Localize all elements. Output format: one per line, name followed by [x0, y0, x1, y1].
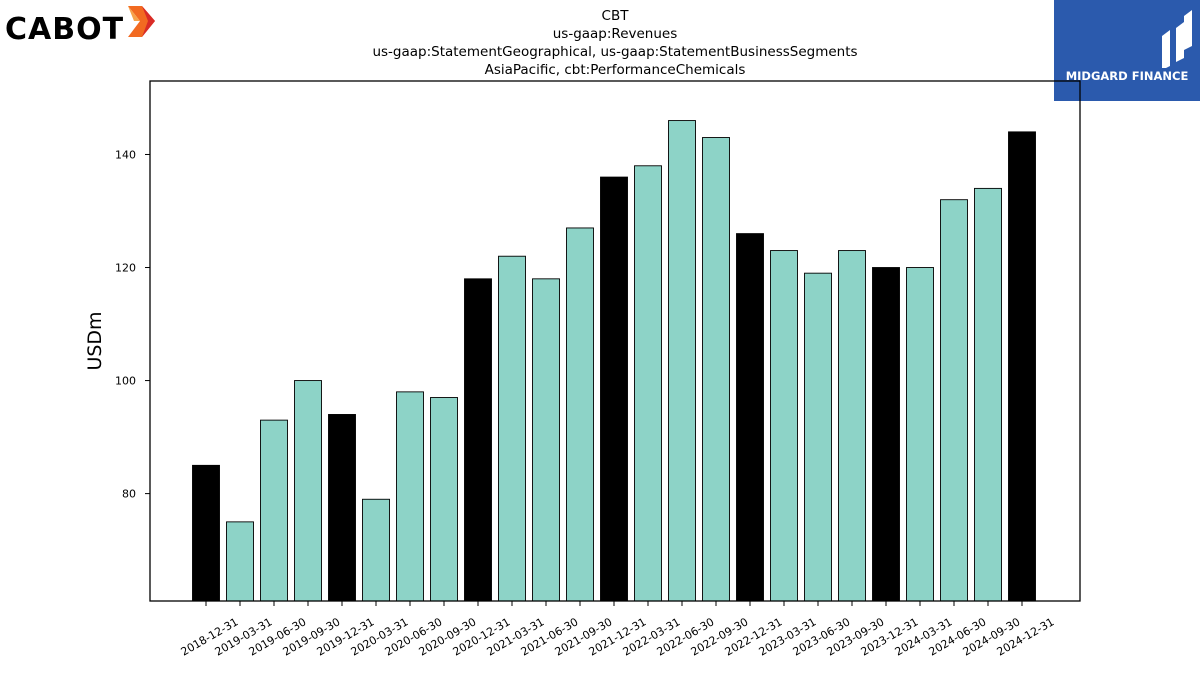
- bar-2024-09-30: [974, 187, 1002, 602]
- bar-2023-09-30: [838, 250, 866, 602]
- y-tick-label: 80: [122, 488, 136, 501]
- bar-2020-09-30: [430, 397, 458, 602]
- bar-2023-12-31: [872, 267, 900, 602]
- bar-2021-09-30: [566, 227, 594, 602]
- plot-frame: [149, 80, 1081, 602]
- cabot-flame-icon: [128, 6, 155, 37]
- bars-group: [192, 120, 1036, 602]
- chart-title: CBT us-gaap:Revenues us-gaap:StatementGe…: [315, 7, 915, 79]
- bar-2024-06-30: [940, 199, 968, 602]
- bar-2023-03-31: [770, 250, 798, 602]
- title-line-2: us-gaap:Revenues: [552, 26, 678, 42]
- y-tick-label: 140: [115, 148, 136, 161]
- bar-2019-06-30: [260, 419, 288, 602]
- midgard-finance-logo: MIDGARD FINANCE: [1054, 0, 1200, 101]
- bar-2020-06-30: [396, 391, 424, 602]
- y-tick-label: 100: [115, 375, 136, 388]
- midgard-emblem-icon: [1162, 10, 1192, 68]
- y-axis-ticks: 80 100 120 140: [115, 148, 150, 501]
- bar-2022-06-30: [668, 120, 696, 602]
- bar-2021-03-31: [498, 255, 526, 602]
- bar-2022-09-30: [702, 137, 730, 602]
- bar-2024-12-31: [1008, 131, 1036, 602]
- bar-2023-06-30: [804, 272, 832, 602]
- midgard-brand-text: MIDGARD FINANCE: [1065, 69, 1189, 83]
- bar-2019-12-31: [328, 414, 356, 602]
- bar-2021-12-31: [600, 176, 628, 602]
- bar-2022-03-31: [634, 165, 662, 602]
- cabot-logo: CABOT: [0, 0, 170, 50]
- bar-2020-03-31: [362, 498, 390, 602]
- bar-2019-09-30: [294, 380, 322, 602]
- cabot-wordmark: CABOT: [5, 12, 125, 47]
- y-tick-label: 120: [115, 262, 136, 275]
- title-line-4: AsiaPacific, cbt:PerformanceChemicals: [484, 62, 746, 78]
- title-line-1: CBT: [601, 8, 629, 24]
- bar-2024-03-31: [906, 267, 934, 602]
- bar-2022-12-31: [736, 233, 764, 602]
- bar-2018-12-31: [192, 464, 220, 602]
- title-line-3: us-gaap:StatementGeographical, us-gaap:S…: [372, 44, 858, 60]
- x-axis-ticks: 2018-12-312019-03-312019-06-302019-09-30…: [179, 601, 1057, 659]
- y-axis-label: USDm: [84, 311, 106, 370]
- bar-2020-12-31: [464, 278, 492, 602]
- bar-2021-06-30: [532, 278, 560, 602]
- bar-2019-03-31: [226, 521, 254, 602]
